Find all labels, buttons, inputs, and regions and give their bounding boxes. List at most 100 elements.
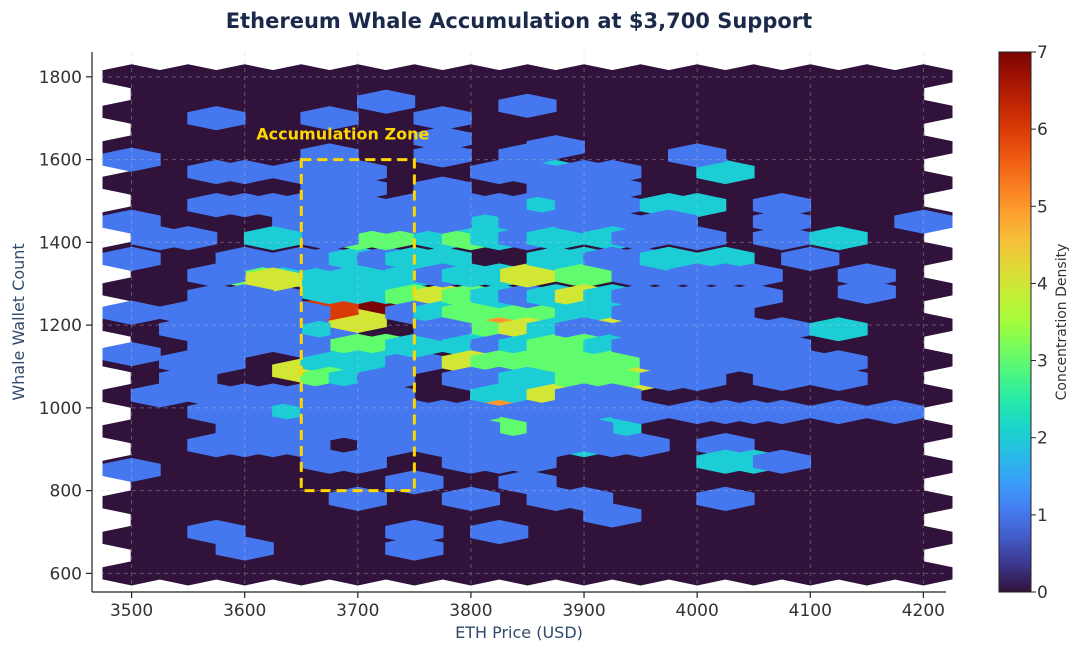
hex-cell bbox=[866, 399, 925, 425]
hex-cell-empty bbox=[526, 117, 585, 142]
hex-cell bbox=[215, 333, 274, 358]
hex-cell-empty bbox=[470, 117, 529, 142]
hex-cell-empty bbox=[611, 99, 670, 124]
hex-cell-empty bbox=[300, 543, 359, 568]
hex-cell-empty bbox=[837, 241, 896, 266]
hex-cell bbox=[668, 226, 727, 251]
hex-cell bbox=[498, 366, 557, 391]
hex-cell-empty bbox=[498, 561, 557, 586]
hex-cell-empty bbox=[837, 135, 896, 160]
axes bbox=[91, 52, 946, 593]
hex-cell-empty bbox=[130, 401, 189, 426]
hex-cell-empty bbox=[215, 135, 274, 160]
hex-cell-empty bbox=[837, 490, 896, 515]
hex-cell bbox=[752, 209, 812, 234]
hex-cell-empty bbox=[781, 64, 840, 89]
hex-cell-empty bbox=[696, 82, 755, 107]
hex-cell bbox=[413, 176, 472, 201]
hex-cell-empty bbox=[159, 561, 218, 586]
colorbar-label: Concentration Density bbox=[1054, 244, 1070, 401]
hex-cell-empty bbox=[894, 312, 953, 337]
hex-cell bbox=[526, 176, 585, 201]
hex-cell-empty bbox=[639, 472, 698, 497]
hex-cell-empty bbox=[243, 508, 303, 533]
hex-cell bbox=[554, 486, 614, 511]
colorbar-tick-label: 0 bbox=[1037, 583, 1048, 603]
hex-cell bbox=[357, 89, 416, 114]
hex-cell-empty bbox=[441, 561, 501, 586]
hex-cell-empty bbox=[752, 508, 812, 533]
hex-cell bbox=[583, 159, 642, 185]
hex-cell-empty bbox=[866, 330, 925, 355]
hex-cell-empty bbox=[639, 82, 698, 107]
hex-cell-empty bbox=[272, 561, 331, 586]
hex-cell bbox=[526, 226, 585, 251]
hex-cell bbox=[781, 350, 840, 375]
hex-cell bbox=[639, 209, 698, 234]
hex-cell bbox=[583, 366, 642, 391]
hex-cell bbox=[752, 399, 812, 425]
colorbar-tick-label: 1 bbox=[1037, 506, 1048, 526]
accumulation-zone: Accumulation Zone bbox=[256, 125, 429, 493]
hex-cell bbox=[470, 519, 529, 545]
hex-cell bbox=[441, 486, 501, 511]
hex-cell bbox=[668, 143, 727, 168]
y-tick-label: 1800 bbox=[39, 68, 82, 88]
hex-cell bbox=[385, 193, 444, 218]
colorbar: 0 1 2 3 4 5 6 7 Concentration Density bbox=[998, 43, 1070, 603]
hex-cell-empty bbox=[385, 561, 444, 586]
hex-cell-empty bbox=[413, 82, 472, 107]
hex-cell-empty bbox=[215, 454, 274, 479]
hex-cell-empty bbox=[272, 525, 331, 550]
hex-cell-empty bbox=[554, 525, 614, 550]
hex-cell-empty bbox=[554, 454, 614, 479]
hex-cell bbox=[781, 246, 840, 271]
hex-cell-empty bbox=[554, 64, 614, 89]
hex-cell-empty bbox=[272, 64, 331, 89]
accumulation-zone-box bbox=[299, 158, 416, 493]
hex-cell-empty bbox=[611, 454, 670, 479]
hex-cell bbox=[413, 246, 472, 271]
hex-cell bbox=[611, 433, 670, 458]
hex-cell bbox=[696, 433, 755, 458]
hex-cell bbox=[554, 317, 614, 342]
y-tick-label: 800 bbox=[50, 482, 82, 502]
x-axis-label: ETH Price (USD) bbox=[455, 623, 583, 642]
hex-cell bbox=[357, 226, 416, 251]
hex-cell bbox=[243, 267, 303, 292]
hex-cell bbox=[752, 193, 812, 218]
hex-cell bbox=[159, 366, 218, 391]
hex-cell-empty bbox=[781, 99, 840, 124]
hex-cell-empty bbox=[894, 525, 953, 550]
hex-cell bbox=[498, 300, 557, 325]
hex-cell bbox=[385, 333, 444, 358]
hex-cell-empty bbox=[187, 472, 246, 497]
hex-cell-empty bbox=[159, 64, 218, 89]
hex-cell-empty bbox=[894, 419, 953, 444]
hex-cell-empty bbox=[894, 561, 953, 586]
hex-cell bbox=[526, 135, 585, 160]
colorbar-tick-label: 2 bbox=[1037, 429, 1048, 449]
hex-cell bbox=[159, 317, 218, 342]
hex-cell bbox=[837, 263, 896, 288]
hex-cell bbox=[328, 193, 387, 218]
hex-cell-empty bbox=[639, 117, 698, 142]
hex-cell bbox=[526, 399, 585, 425]
hex-cell bbox=[894, 209, 953, 234]
hex-cell bbox=[668, 333, 727, 358]
hex-cell bbox=[159, 226, 218, 251]
hex-cell-empty bbox=[668, 561, 727, 586]
hex-cell bbox=[300, 350, 359, 375]
hex-cell-empty bbox=[724, 135, 783, 160]
hex-cell bbox=[498, 449, 557, 474]
hex-cell bbox=[385, 536, 444, 561]
hex-cell-empty bbox=[866, 437, 925, 462]
hex-cell-empty bbox=[243, 472, 303, 497]
hex-cell-empty bbox=[583, 117, 642, 142]
hex-cell bbox=[639, 317, 698, 342]
hex-cell-empty bbox=[668, 525, 727, 550]
hex-cell bbox=[752, 449, 812, 474]
hex-cell-empty bbox=[894, 64, 953, 89]
hex-cell bbox=[272, 383, 331, 408]
hex-cell bbox=[102, 209, 161, 234]
